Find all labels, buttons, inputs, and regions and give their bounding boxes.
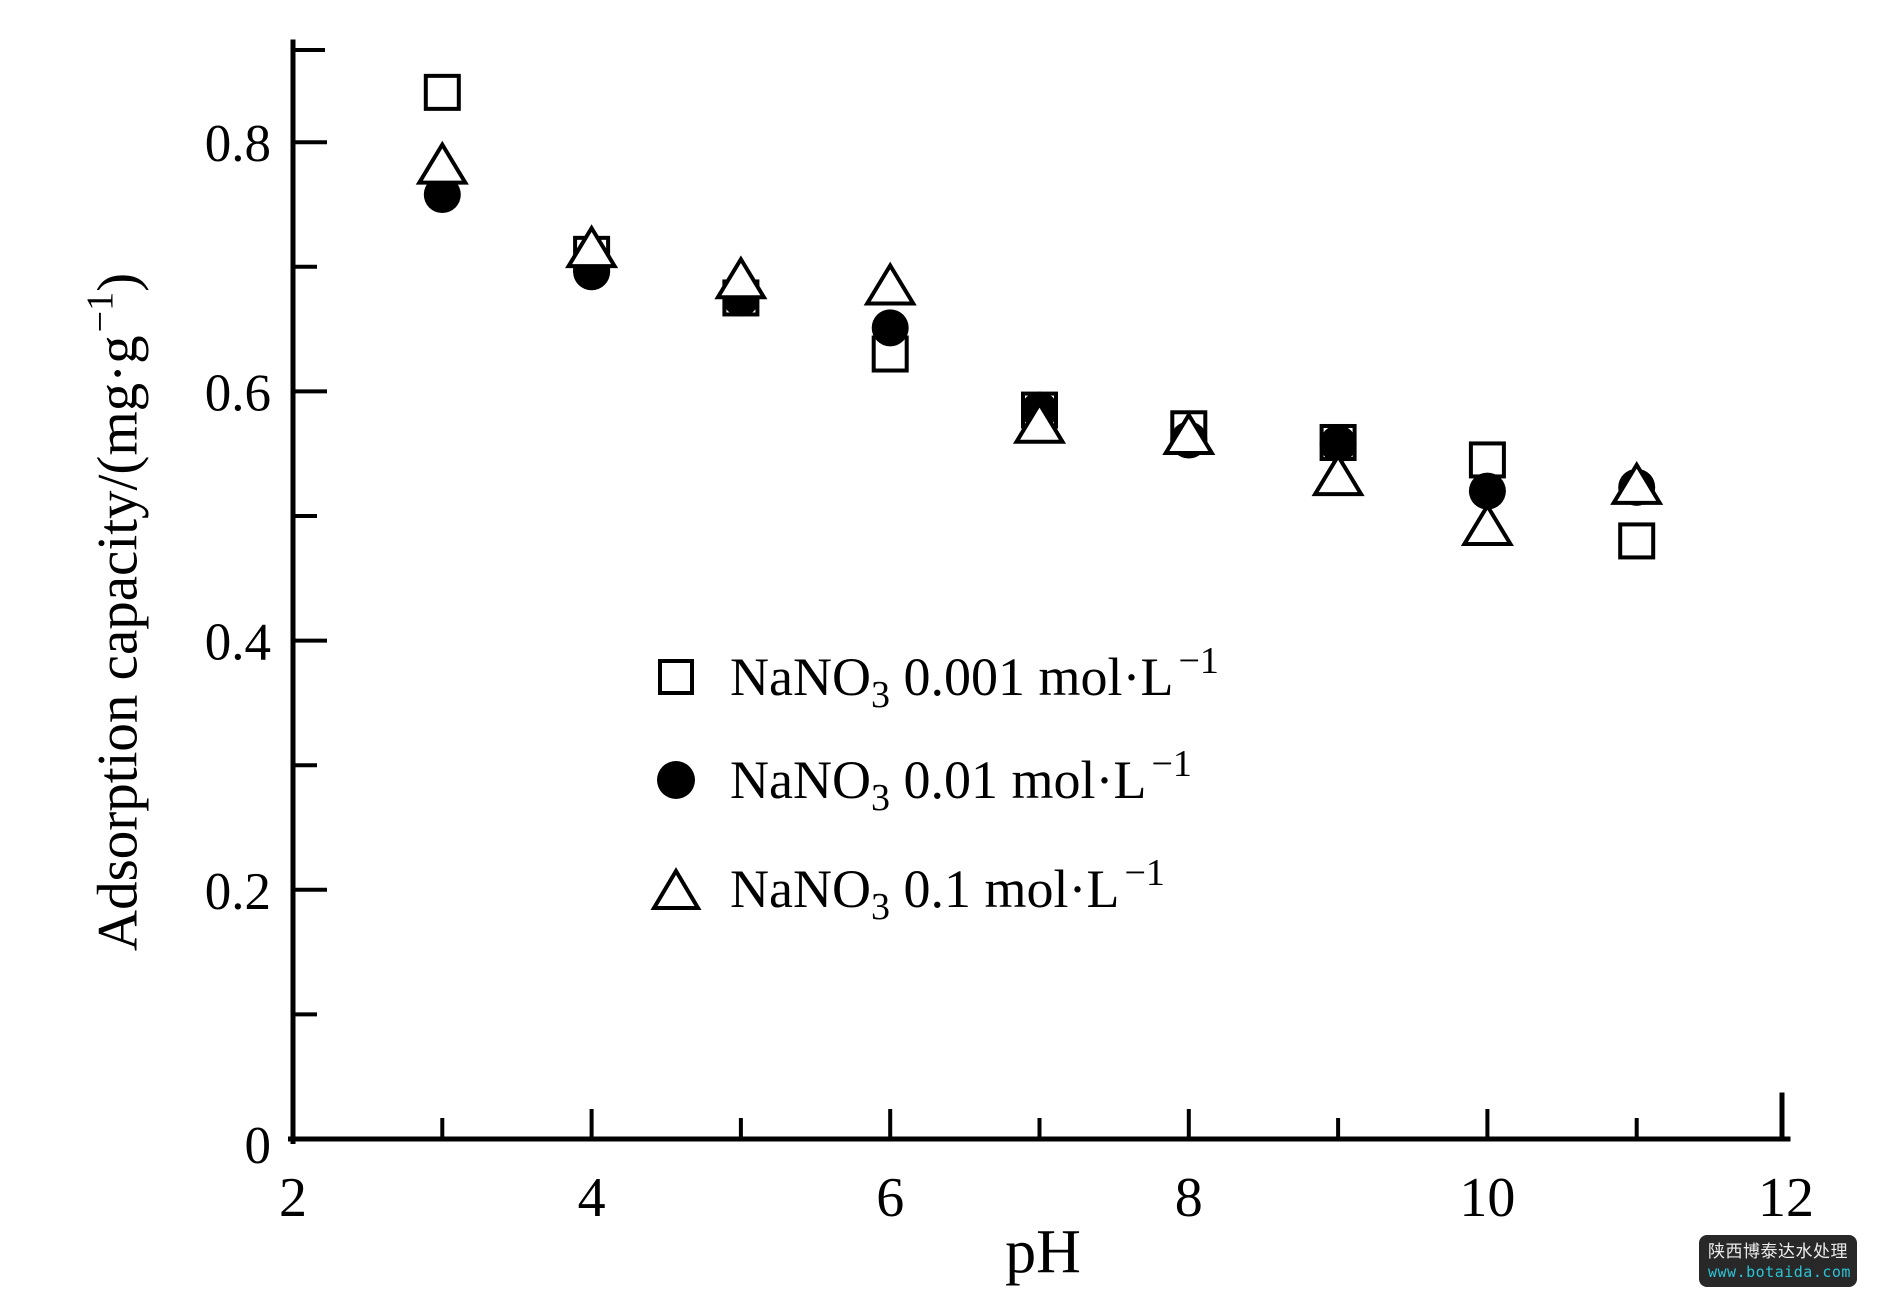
legend-item-0.01: NaNO3 0.01 mol·L −1 <box>648 745 1192 817</box>
y-tick-label: 0 <box>245 1117 272 1175</box>
legend-text: NaNO <box>730 859 871 919</box>
data-point-filled-circle <box>871 309 909 347</box>
data-point-filled-circle <box>423 176 461 214</box>
legend-label: NaNO3 0.1 mol·L −1 <box>730 854 1165 926</box>
legend-superscript: −1 <box>1178 640 1219 682</box>
data-point-open-triangle <box>565 224 619 269</box>
x-tick-label: 12 <box>1758 1167 1814 1229</box>
data-point-open-triangle <box>714 255 768 300</box>
data-point-open-triangle <box>1460 502 1514 546</box>
filled-circle-marker-icon <box>648 752 704 808</box>
data-point-open-triangle <box>863 261 917 306</box>
data-point-filled-circle <box>1468 472 1506 510</box>
data-point-open-triangle <box>1162 411 1216 456</box>
legend-item-0.001: NaNO3 0.001 mol·L −1 <box>648 642 1219 714</box>
y-axis-title-superscript: −1 <box>79 291 122 333</box>
y-tick-label: 0.8 <box>205 115 271 173</box>
data-point-open-triangle <box>1610 460 1664 505</box>
watermark-badge: 陕西博泰达水处理 www.botaida.com <box>1699 1235 1857 1287</box>
x-tick-label: 8 <box>1175 1167 1203 1229</box>
legend-text: 0.01 mol·L <box>889 750 1147 810</box>
x-tick-label: 2 <box>279 1167 307 1229</box>
data-point-open-square <box>1618 522 1656 560</box>
data-point-open-triangle <box>415 140 469 185</box>
legend-text: 0.1 mol·L <box>889 859 1120 919</box>
legend-label: NaNO3 0.01 mol·L −1 <box>730 745 1192 817</box>
y-axis-title-text: Adsorption capacity/(mg·g <box>86 335 150 952</box>
x-tick-label: 6 <box>876 1167 904 1229</box>
watermark-url: www.botaida.com <box>1708 1262 1851 1281</box>
legend-subscript: 3 <box>870 777 890 819</box>
y-tick-label: 0.2 <box>205 863 271 921</box>
legend-text: NaNO <box>730 647 871 707</box>
y-tick-label: 0.6 <box>205 364 271 422</box>
legend-item-0.1: NaNO3 0.1 mol·L −1 <box>648 854 1165 926</box>
legend-label: NaNO3 0.001 mol·L −1 <box>730 642 1219 714</box>
x-tick-label: 10 <box>1459 1167 1515 1229</box>
y-axis-title: Adsorption capacity/(mg·g−1) <box>80 272 151 952</box>
legend-subscript: 3 <box>870 674 890 716</box>
x-axis-title: pH <box>1005 1218 1081 1286</box>
data-point-open-square <box>423 73 461 111</box>
legend-text: NaNO <box>730 750 871 810</box>
data-point-open-triangle <box>1012 399 1067 444</box>
data-point-filled-circle <box>1319 425 1357 463</box>
x-tick-label: 4 <box>578 1167 606 1229</box>
y-axis-title-close-paren: ) <box>86 272 150 292</box>
watermark-company-name: 陕西博泰达水处理 <box>1708 1241 1848 1262</box>
data-point-open-square <box>1468 441 1506 479</box>
legend-text: 0.001 mol·L <box>889 647 1174 707</box>
open-square-marker-icon <box>648 649 704 705</box>
legend-superscript: −1 <box>1124 852 1165 894</box>
y-tick-label: 0.4 <box>205 614 271 672</box>
open-triangle-marker-icon <box>648 861 704 917</box>
legend-subscript: 3 <box>870 886 890 928</box>
legend-superscript: −1 <box>1151 743 1192 785</box>
data-point-open-triangle <box>1311 452 1365 497</box>
